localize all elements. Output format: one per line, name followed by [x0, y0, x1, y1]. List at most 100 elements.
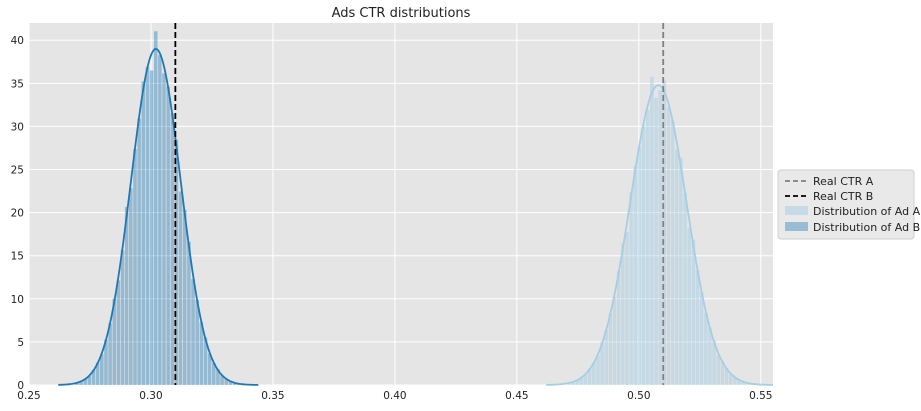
histogram-bar: [571, 381, 575, 385]
histogram-bar: [666, 107, 671, 386]
kde-curves: [58, 47, 774, 386]
histogram-bar: [182, 209, 187, 385]
histogram-bar: [712, 340, 716, 385]
y-tick-label: 15: [11, 251, 24, 263]
legend: Real CTR A Real CTR B Distribution of Ad…: [777, 169, 921, 240]
histogram-bar: [691, 239, 696, 385]
histogram-bar: [79, 381, 83, 385]
histogram-bar: [720, 361, 725, 385]
histogram-bar: [100, 354, 104, 385]
histogram-bar: [716, 354, 721, 385]
histogram-bar: [203, 337, 208, 385]
kde-curve-b: [58, 47, 259, 386]
histogram-bar: [596, 355, 600, 385]
histogram-bar: [728, 373, 733, 385]
histogram-bar: [124, 206, 129, 385]
histogram-bar: [708, 327, 712, 385]
histogram-bar: [612, 296, 617, 385]
reference-lines: [174, 23, 665, 385]
y-tick-label: 35: [11, 78, 24, 90]
histogram-bar: [170, 113, 175, 386]
histogram-bar: [587, 368, 592, 385]
legend-label-real-ctr-b: Real CTR B: [813, 190, 873, 203]
histogram-bar: [158, 55, 162, 386]
y-tick-label: 25: [11, 165, 24, 177]
histogram-bar: [699, 292, 704, 385]
y-tick-label: 10: [11, 294, 24, 306]
histogram-bar: [145, 67, 150, 385]
histogram-bar: [232, 382, 237, 385]
distribution-a-bars: [567, 76, 754, 386]
x-tick-label: 0.55: [749, 390, 772, 402]
histogram-bar: [600, 341, 604, 385]
histogram-bar: [745, 382, 750, 385]
kde-curve-a: [546, 84, 774, 386]
x-tick-label: 0.35: [261, 390, 284, 402]
histogram-bar: [137, 118, 141, 386]
histogram-bar: [650, 76, 654, 385]
histogram-bar: [199, 322, 204, 385]
y-tick-label: 30: [11, 121, 24, 133]
histogram-bar: [683, 192, 687, 385]
histogram-bar: [724, 368, 729, 385]
histogram-bar: [104, 339, 108, 385]
histogram-bar: [178, 191, 183, 385]
histogram-bar: [141, 81, 146, 385]
histogram-bar: [674, 149, 679, 385]
histogram-bar: [162, 73, 166, 385]
y-axis-ticks: 0 5 10 15 20 25 30 35 40: [11, 35, 24, 392]
histogram-bar: [187, 241, 191, 385]
histogram-bar: [120, 250, 125, 385]
histogram-bar: [741, 381, 745, 385]
histogram-bar: [108, 323, 112, 385]
x-tick-label: 0.30: [139, 390, 162, 402]
legend-swatch-ad-b: [785, 222, 808, 231]
histogram-bar: [75, 382, 79, 385]
histogram-bar: [616, 271, 621, 385]
histogram-bar: [195, 299, 199, 385]
histogram-bar: [662, 80, 667, 386]
x-tick-label: 0.50: [627, 390, 650, 402]
histogram-bar: [174, 139, 179, 385]
histogram-bar: [220, 375, 224, 385]
x-tick-label: 0.40: [383, 390, 406, 402]
histogram-bar: [608, 313, 613, 385]
histogram-bar: [228, 381, 233, 385]
histogram-bar: [224, 378, 228, 385]
legend-box: [777, 169, 915, 240]
histogram-bar: [207, 353, 212, 385]
legend-label-real-ctr-a: Real CTR A: [813, 175, 874, 188]
histogram-bar: [629, 192, 633, 385]
histogram-bar: [679, 157, 683, 385]
histogram-bar: [129, 188, 133, 385]
histogram-bar: [153, 31, 158, 386]
histogram-bar: [637, 146, 642, 385]
legend-swatch-ad-a: [785, 206, 808, 215]
histogram-bar: [216, 369, 220, 385]
x-axis-ticks: 0.25 0.30 0.35 0.40 0.45 0.50 0.55: [17, 390, 772, 402]
histogram-bar: [87, 376, 92, 385]
x-tick-label: 0.25: [17, 390, 40, 402]
legend-label-ad-a: Distribution of Ad A: [813, 205, 921, 218]
histogram-bar: [191, 279, 195, 385]
histogram-bar: [116, 280, 121, 385]
histogram-bar: [695, 270, 700, 385]
histogram-bar: [212, 363, 216, 385]
histogram-bar: [633, 166, 638, 385]
histogram-bar: [583, 374, 588, 385]
histogram-bar: [658, 90, 662, 386]
histogram-bar: [95, 362, 100, 385]
histogram-bar: [641, 125, 646, 386]
histogram-bar: [670, 120, 675, 386]
histogram-bar: [575, 380, 580, 385]
histogram-bar: [654, 97, 658, 385]
histogram-bar: [112, 298, 117, 385]
chart-title: Ads CTR distributions: [332, 6, 471, 21]
histogram-bar: [733, 377, 737, 385]
histogram-bar: [149, 70, 154, 385]
y-tick-label: 0: [17, 380, 24, 392]
legend-label-ad-b: Distribution of Ad B: [813, 221, 920, 234]
distribution-b-bars: [75, 31, 241, 386]
histogram-bar: [645, 110, 650, 385]
